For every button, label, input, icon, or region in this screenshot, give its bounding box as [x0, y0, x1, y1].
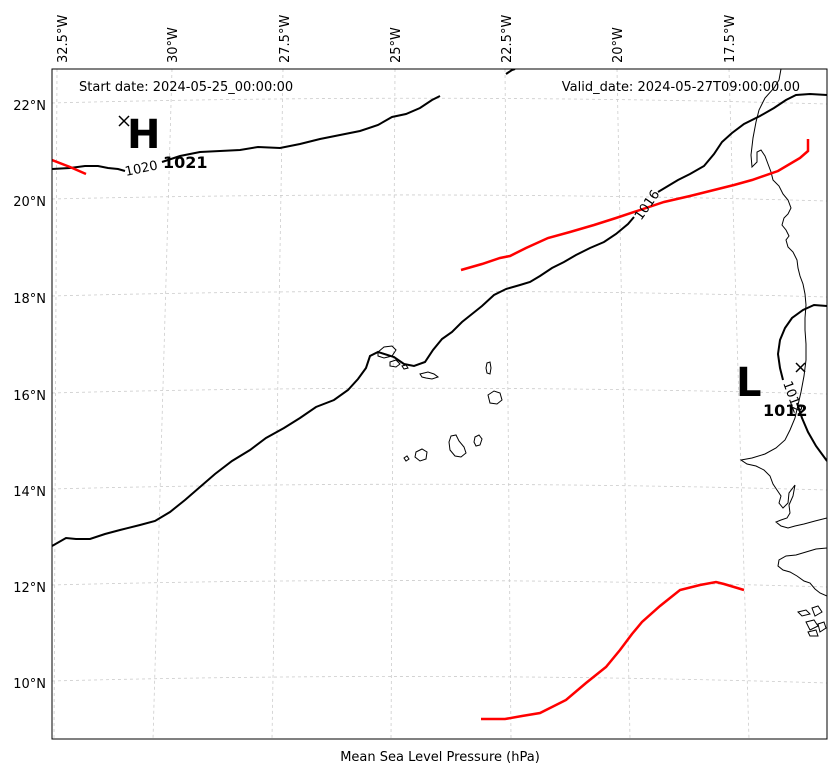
parallel-12n [52, 580, 827, 588]
island-sal [485, 361, 492, 375]
front-bottom [481, 580, 745, 721]
meridian-17-5w [728, 69, 750, 739]
island-fogo [414, 448, 428, 462]
parallel-10n [52, 676, 827, 684]
front-central [460, 139, 810, 272]
meridian-30w [152, 69, 173, 739]
island-brava [403, 455, 410, 462]
front-top-left [52, 158, 87, 176]
lon-label-32-5w: 32.5°W [56, 15, 71, 63]
lon-label-30w: 30°W [166, 27, 181, 63]
coast-guinea-bissau [777, 547, 827, 597]
fronts [52, 139, 810, 721]
lat-label-14n: 14°N [13, 485, 46, 500]
gridlines [52, 69, 827, 739]
coastline [377, 69, 827, 637]
contour-label-1020: 1020 [124, 158, 159, 180]
low-center-cross-icon [795, 362, 806, 373]
map-caption: Mean Sea Level Pressure (hPa) [340, 750, 540, 765]
lon-label-27-5w: 27.5°W [278, 15, 293, 63]
lon-label-22-5w: 22.5°W [500, 15, 515, 63]
meridian-22-5w [504, 69, 512, 739]
parallel-22n [52, 97, 827, 105]
lon-label-25w: 25°W [389, 27, 404, 63]
lat-label-10n: 10°N [13, 677, 46, 692]
island-sao-vicente [389, 359, 401, 368]
lon-label-20w: 20°W [611, 27, 626, 63]
isobar-1020-right [161, 95, 441, 163]
low-pressure-symbol: L [736, 360, 762, 406]
high-pressure-symbol: H [127, 112, 160, 158]
meridian-32-5w [53, 69, 58, 739]
high-center-cross-icon [118, 115, 130, 127]
lat-label-16n: 16°N [13, 389, 46, 404]
lat-label-18n: 18°N [13, 292, 46, 307]
lat-label-20n: 20°N [13, 195, 46, 210]
plot-area [52, 69, 827, 739]
parallel-14n [52, 483, 827, 491]
island-sao-nicolau [419, 371, 440, 380]
valid-date-label: Valid_date: 2024-05-27T09:00:00.00 [562, 80, 800, 95]
latitude-labels: 22°N 20°N 18°N 16°N 14°N 12°N 10°N [13, 99, 46, 692]
island-santiago [448, 434, 467, 458]
island-santo-antao [377, 345, 397, 359]
high-pressure-value: 1021 [163, 153, 208, 172]
low-pressure-value: 1012 [763, 401, 808, 420]
parallel-18n [52, 290, 827, 298]
island-santa-luzia [401, 364, 409, 370]
lat-label-12n: 12°N [13, 581, 46, 596]
meridian-20w [616, 69, 631, 739]
isobar-1016-upper [657, 92, 827, 193]
lat-label-22n: 22°N [13, 99, 46, 114]
meridian-27-5w [271, 69, 284, 739]
isobar-1016-main [52, 216, 635, 547]
longitude-labels: 32.5°W 30°W 27.5°W 25°W 22.5°W 20°W 17.5… [56, 15, 738, 63]
isobar-1012 [776, 303, 827, 381]
meridian-25w [390, 69, 396, 739]
isobar-1012-lower [796, 402, 827, 462]
island-maio [473, 434, 483, 447]
lon-label-17-5w: 17.5°W [723, 15, 738, 63]
coast-guinea-bissau-islands [797, 605, 827, 637]
island-boa-vista [487, 390, 503, 405]
coast-africa [739, 69, 827, 529]
start-date-label: Start date: 2024-05-25_00:00:00 [79, 80, 293, 95]
parallel-16n [52, 387, 827, 395]
pressure-markers [118, 115, 806, 373]
parallel-20n [52, 194, 827, 202]
plot-frame [51, 68, 828, 740]
